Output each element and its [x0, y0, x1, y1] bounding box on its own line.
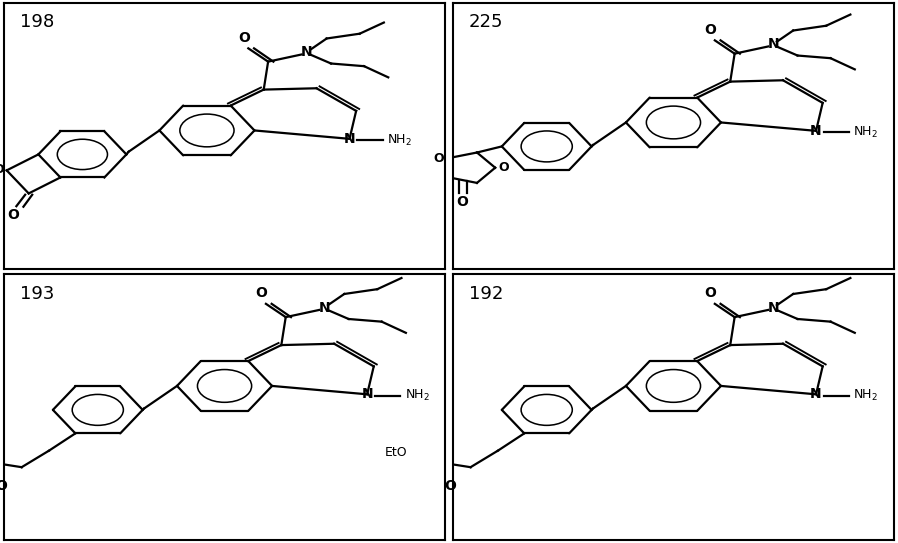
Text: 225: 225 — [469, 14, 503, 31]
Text: EtO: EtO — [385, 446, 408, 459]
Text: O: O — [445, 479, 456, 493]
Text: O: O — [705, 286, 717, 300]
Text: 193: 193 — [20, 285, 54, 303]
Text: 192: 192 — [469, 285, 503, 303]
Text: N: N — [361, 387, 373, 401]
Text: N: N — [768, 301, 779, 315]
Text: NH$_2$: NH$_2$ — [404, 388, 429, 403]
Text: N: N — [319, 301, 330, 315]
Text: N: N — [810, 124, 822, 138]
Text: NH$_2$: NH$_2$ — [387, 132, 412, 148]
Text: O: O — [0, 479, 7, 493]
Text: N: N — [768, 37, 779, 52]
Text: NH$_2$: NH$_2$ — [853, 388, 878, 403]
Text: O: O — [7, 208, 19, 222]
Text: O: O — [0, 162, 4, 175]
Text: N: N — [344, 132, 356, 146]
Text: 198: 198 — [20, 14, 54, 31]
Text: N: N — [301, 45, 313, 59]
Text: O: O — [256, 286, 268, 300]
Text: O: O — [434, 152, 444, 165]
Text: O: O — [238, 31, 250, 45]
Text: N: N — [810, 387, 822, 401]
Text: O: O — [705, 23, 717, 37]
Text: NH$_2$: NH$_2$ — [853, 125, 878, 140]
Text: O: O — [498, 161, 509, 174]
Text: O: O — [456, 194, 468, 209]
